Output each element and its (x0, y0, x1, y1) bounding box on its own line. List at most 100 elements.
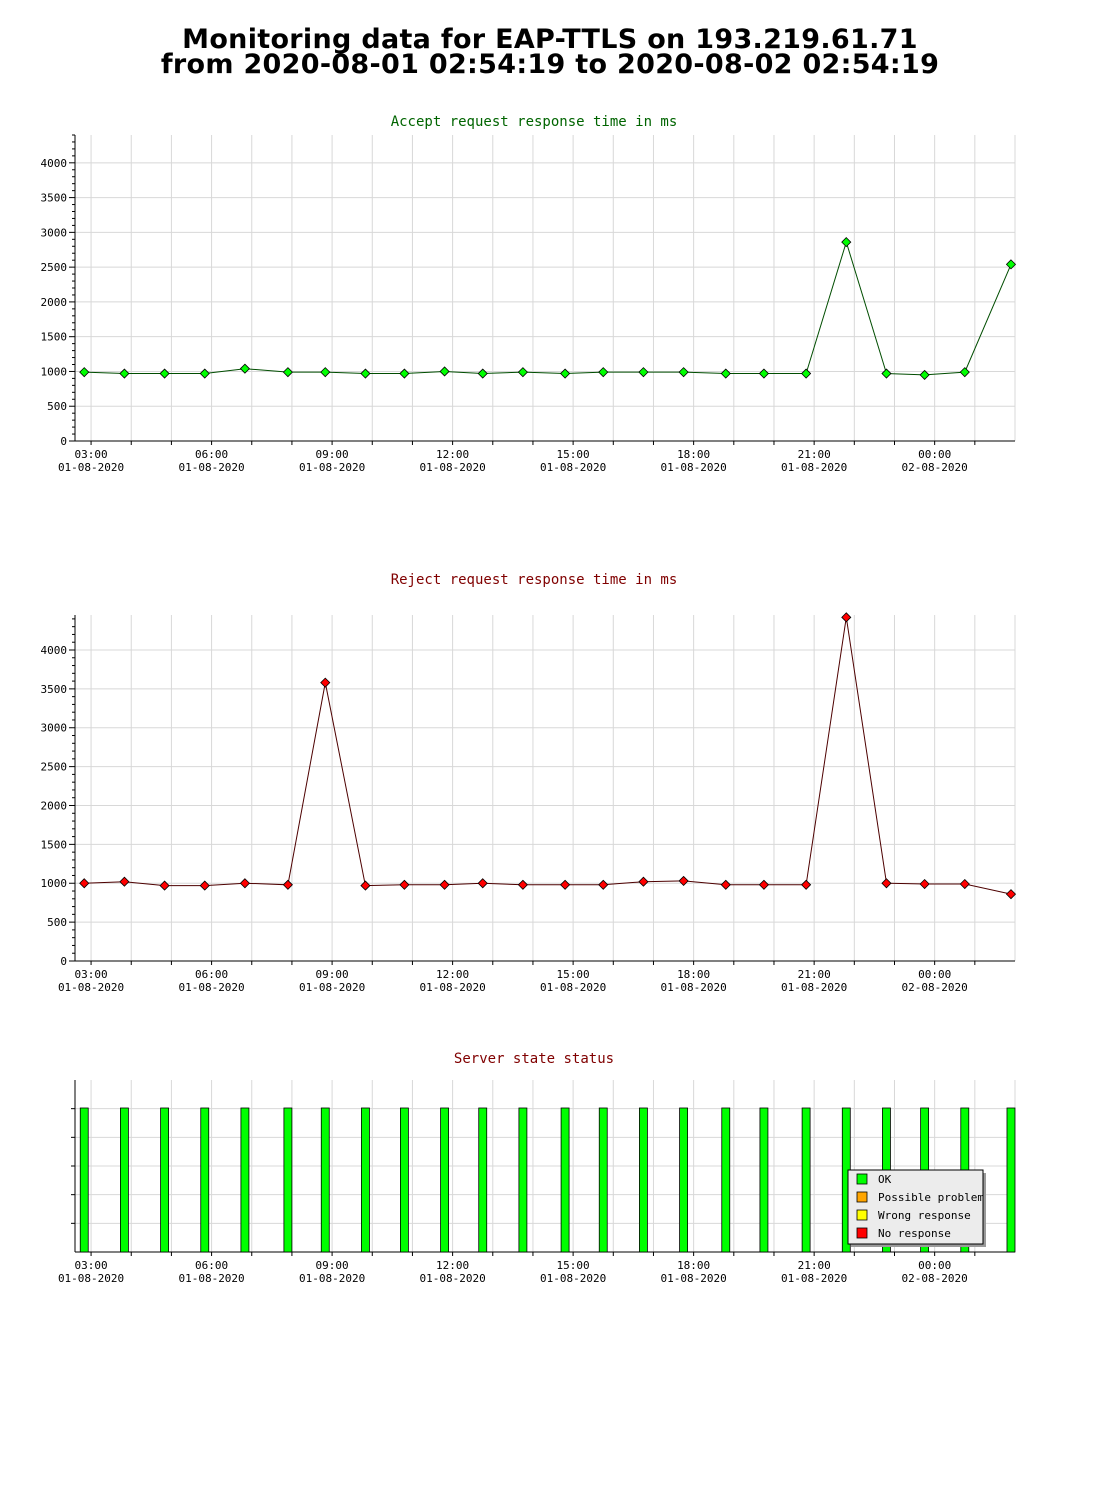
x-tick-label-time: 21:00 (798, 448, 831, 461)
data-point (560, 879, 571, 890)
x-tick-label-time: 00:00 (918, 968, 951, 981)
data-point (841, 612, 852, 623)
y-tick-label: 0 (60, 955, 67, 968)
y-tick-label: 500 (47, 916, 67, 929)
status-bar (240, 1107, 250, 1253)
data-point (959, 367, 970, 378)
data-point (720, 368, 731, 379)
data-point (638, 367, 649, 378)
data-point (1005, 889, 1017, 900)
data-point (119, 876, 130, 887)
x-tick-label-date: 01-08-2020 (540, 461, 606, 474)
data-point (881, 878, 892, 889)
data-point (79, 367, 90, 378)
status-bar (1006, 1107, 1016, 1253)
x-tick-label-date: 01-08-2020 (661, 981, 727, 994)
x-tick-label-date: 02-08-2020 (902, 981, 968, 994)
x-tick-label-time: 21:00 (798, 968, 831, 981)
x-tick-label-time: 09:00 (316, 1259, 349, 1272)
data-point (119, 368, 130, 379)
page-title-line-2: from 2020-08-01 02:54:19 to 2020-08-02 0… (160, 49, 940, 80)
data-point (598, 879, 609, 890)
series-line (84, 617, 1012, 895)
y-tick-label: 3000 (41, 722, 68, 735)
y-tick-label: 2500 (41, 261, 68, 274)
data-point (282, 367, 293, 378)
status-bar (478, 1107, 488, 1253)
x-tick-label-time: 03:00 (75, 968, 108, 981)
data-point (239, 878, 250, 889)
legend-swatch (856, 1173, 868, 1185)
status-bar (400, 1107, 409, 1253)
legend-box (847, 1169, 984, 1245)
series-line (84, 240, 1012, 376)
status-bar (598, 1107, 608, 1253)
x-tick-label-time: 18:00 (677, 968, 710, 981)
y-tick-label: 1500 (41, 838, 68, 851)
x-tick-label-date: 01-08-2020 (419, 461, 485, 474)
x-tick-label-time: 15:00 (557, 448, 590, 461)
data-point (239, 363, 250, 374)
x-tick-label-time: 03:00 (75, 1259, 108, 1272)
x-tick-label-time: 12:00 (436, 1259, 469, 1272)
y-tick-label: 4000 (41, 644, 68, 657)
data-point (560, 368, 571, 379)
legend-label: Possible problem (878, 1191, 984, 1204)
data-point (477, 878, 488, 889)
status-bar (120, 1107, 129, 1253)
data-point (320, 367, 331, 378)
data-point (159, 880, 170, 891)
x-tick-label-date: 01-08-2020 (299, 461, 365, 474)
y-tick-label: 500 (47, 400, 67, 413)
status-bar (320, 1107, 330, 1253)
status-bar (200, 1107, 210, 1253)
data-point (801, 368, 812, 379)
data-point (1005, 259, 1017, 270)
status-bar (801, 1107, 811, 1253)
x-tick-label-time: 12:00 (436, 448, 469, 461)
legend-swatch (856, 1191, 868, 1203)
data-point (638, 876, 649, 887)
data-point (841, 237, 852, 248)
y-tick-label: 3500 (41, 192, 68, 205)
legend-label: OK (878, 1173, 892, 1186)
x-tick-label-time: 00:00 (918, 448, 951, 461)
status-bar (361, 1107, 370, 1253)
data-point (678, 367, 689, 378)
x-tick-label-time: 03:00 (75, 448, 108, 461)
y-tick-label: 2000 (41, 799, 68, 812)
data-point (439, 366, 450, 377)
x-tick-label-date: 01-08-2020 (58, 461, 124, 474)
data-point (199, 880, 210, 891)
legend-label: Wrong response (878, 1209, 971, 1222)
y-tick-label: 4000 (41, 157, 68, 170)
data-point (320, 677, 331, 688)
legend: OK Possible problem Wrong response No respo… (847, 1169, 986, 1247)
data-point (399, 879, 410, 890)
data-point (959, 878, 970, 890)
x-tick-label-date: 01-08-2020 (419, 1272, 485, 1285)
data-point (159, 368, 170, 379)
data-point (517, 367, 528, 378)
x-tick-label-date: 01-08-2020 (58, 981, 124, 994)
x-tick-label-date: 01-08-2020 (58, 1272, 124, 1285)
data-point (199, 368, 210, 379)
y-tick-label: 1500 (41, 331, 68, 344)
y-tick-label: 0 (60, 435, 67, 448)
x-tick-label-time: 06:00 (195, 1259, 228, 1272)
x-tick-label-date: 01-08-2020 (178, 981, 244, 994)
x-tick-label-time: 06:00 (195, 968, 228, 981)
data-point (598, 367, 609, 378)
status-bar (283, 1107, 293, 1253)
data-point (360, 880, 371, 891)
data-point (79, 878, 90, 889)
x-tick-label-date: 01-08-2020 (661, 461, 727, 474)
chart-title: Reject request response time in ms (391, 572, 678, 588)
x-tick-label-time: 09:00 (316, 968, 349, 981)
data-point (801, 879, 812, 890)
page-title-line-1: Monitoring data for EAP-TTLS on 193.219.… (182, 24, 918, 55)
status-bar (679, 1107, 688, 1253)
x-tick-label-date: 01-08-2020 (299, 1272, 365, 1285)
data-point (477, 368, 488, 379)
chart-3: Server state status03:0001-08-202006:000… (58, 1051, 1016, 1285)
